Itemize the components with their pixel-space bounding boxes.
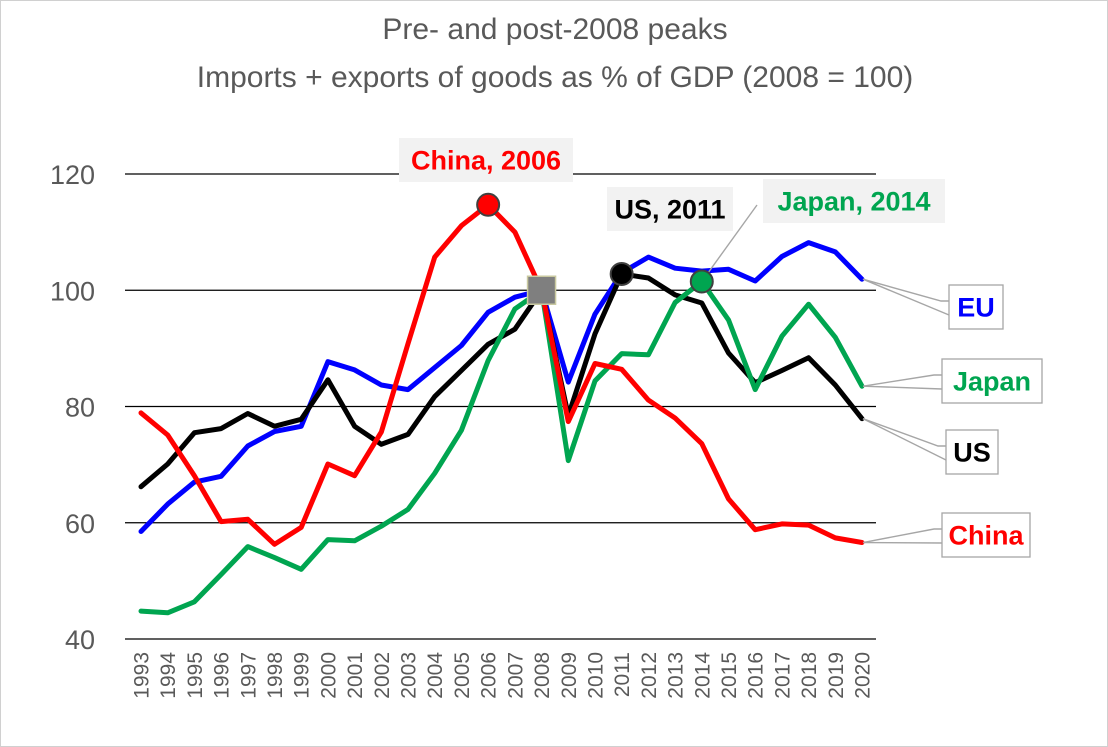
end-label-connector — [862, 278, 950, 316]
x-tick-label: 2005 — [451, 652, 474, 699]
annotation-label-china-text: China, 2006 — [411, 146, 561, 176]
annotation-labels: China, 2006 US, 2011 Japan, 2014 EU Japan US C… — [399, 138, 1043, 558]
x-tick-label: 2003 — [398, 652, 421, 699]
peak-marker-china — [476, 192, 501, 217]
end-label-connector — [862, 385, 943, 390]
end-label-eu: EU — [948, 284, 1004, 330]
end-label-us-box — [945, 429, 999, 475]
gridlines — [125, 173, 876, 640]
x-tick-label: 2009 — [558, 652, 581, 699]
end-label-china-box — [941, 512, 1031, 558]
x-tick-label: 2008 — [531, 652, 554, 699]
annotation-connector — [701, 204, 758, 282]
x-tick-label: 1994 — [157, 652, 180, 699]
y-tick-label: 60 — [65, 509, 95, 539]
base-year-marker — [526, 275, 557, 305]
y-tick-label: 40 — [65, 625, 95, 655]
end-label-japan-box — [941, 358, 1043, 404]
end-label-japan: Japan — [941, 358, 1043, 404]
end-label-connector — [862, 374, 942, 387]
series-line-japan — [138, 279, 865, 616]
series-lines — [138, 202, 865, 616]
annotation-label-us: US, 2011 — [607, 187, 733, 231]
end-label-eu-text: EU — [957, 293, 995, 323]
y-tick-label: 100 — [50, 276, 95, 306]
x-tick-label: 2002 — [371, 652, 394, 699]
end-label-china: China — [941, 512, 1031, 558]
chart-subtitle: Imports + exports of goods as % of GDP (… — [196, 61, 914, 94]
x-tick-label: 2000 — [317, 652, 340, 699]
annotation-label-us-text: US, 2011 — [614, 195, 725, 225]
annotation-label-us-box — [607, 187, 733, 231]
annotation-label-china: China, 2006 — [399, 138, 573, 182]
x-tick-label: 2007 — [504, 652, 527, 699]
x-tick-label: 2017 — [771, 652, 794, 699]
x-tick-label: 1993 — [131, 652, 154, 699]
y-tick-label: 80 — [65, 393, 95, 423]
peak-marker-japan — [689, 269, 714, 294]
x-tick-label: 2013 — [665, 652, 688, 699]
peak-markers — [476, 192, 714, 305]
x-tick-label: 1998 — [264, 652, 287, 699]
x-tick-label: 2016 — [745, 652, 768, 699]
x-tick-label: 2006 — [478, 652, 501, 699]
end-label-connector — [862, 418, 946, 447]
x-tick-label: 2004 — [424, 652, 447, 699]
end-label-connector — [862, 418, 947, 461]
x-tick-label: 2015 — [718, 652, 741, 699]
x-tick-label: 2012 — [638, 652, 661, 699]
end-label-connector — [862, 528, 942, 544]
annotation-label-china-box — [399, 138, 573, 182]
annotation-label-japan-box — [763, 179, 945, 223]
label-connectors — [701, 204, 950, 544]
x-tick-label: 2019 — [825, 652, 848, 699]
x-tick-label: 2001 — [344, 652, 367, 699]
x-tick-label: 2018 — [798, 652, 821, 699]
end-label-us-text: US — [953, 438, 991, 468]
chart-title: Pre- and post-2008 peaks — [382, 13, 728, 46]
x-tick-label: 2014 — [691, 652, 714, 699]
peak-marker-us — [609, 261, 634, 286]
end-label-connector — [862, 278, 949, 302]
x-tick-label: 1996 — [211, 652, 234, 699]
x-tick-label: 2010 — [584, 652, 607, 699]
y-tick-label: 120 — [50, 160, 95, 190]
series-line-eu — [138, 240, 865, 534]
end-label-china-text: China — [948, 521, 1024, 551]
x-tick-label: 1997 — [237, 652, 260, 699]
end-label-japan-text: Japan — [953, 367, 1031, 397]
annotation-label-japan-text: Japan, 2014 — [777, 187, 930, 217]
series-line-china — [138, 202, 865, 547]
x-tick-label: 1995 — [184, 652, 207, 699]
x-tick-label: 1999 — [291, 652, 314, 699]
annotation-label-japan: Japan, 2014 — [763, 179, 945, 223]
x-tick-label: 2020 — [852, 652, 875, 699]
x-axis: 1993 1994 1995 1996 1997 1998 1999 2000 2001 2002… — [131, 652, 875, 699]
end-label-us: US — [945, 429, 999, 475]
end-label-eu-box — [948, 284, 1004, 330]
y-axis: 40 60 80 100 120 — [50, 160, 95, 655]
x-tick-label: 2011 — [611, 652, 634, 697]
